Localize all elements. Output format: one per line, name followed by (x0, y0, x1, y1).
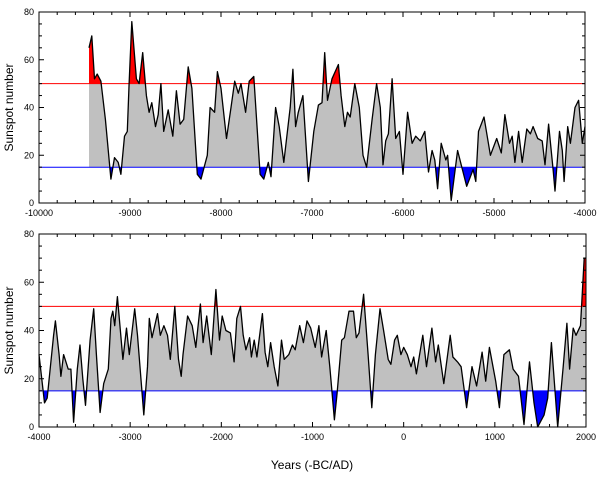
y-tick-label: 40 (24, 103, 34, 113)
y-tick-label: 60 (24, 55, 34, 65)
x-tick-label: -3000 (119, 432, 142, 442)
mid-range-fill (89, 83, 585, 168)
y-tick-label: 80 (24, 7, 34, 17)
x-tick-label: 1000 (485, 432, 505, 442)
x-tick-label: 0 (401, 432, 406, 442)
y-axis-label: Sunspot number (2, 63, 16, 151)
x-tick-label: -2000 (210, 432, 233, 442)
x-axis-label: Years (-BC/AD) (271, 458, 353, 472)
y-tick-label: 60 (24, 277, 34, 287)
sunspot-series-line (88, 20, 586, 202)
x-tick-label: -1000 (301, 432, 324, 442)
y-tick-label: 20 (24, 150, 34, 160)
x-tick-label: -10000 (25, 208, 53, 218)
y-axis-label: Sunspot number (2, 286, 16, 374)
y-tick-label: 40 (24, 326, 34, 336)
y-tick-label: 20 (24, 374, 34, 384)
x-tick-label: 2000 (576, 432, 596, 442)
y-tick-label: 0 (29, 198, 34, 208)
panel-top: -10000 -9000 -8000 -7000 -6000 -5000 -4000 0 20 4… (2, 7, 597, 218)
y-tick-label: 0 (29, 422, 34, 432)
x-tick-label: -9000 (118, 208, 141, 218)
x-tick-label: -7000 (300, 208, 323, 218)
x-tick-label: -6000 (391, 208, 414, 218)
x-tick-label: -5000 (482, 208, 505, 218)
panel-bottom: -4000 -3000 -2000 -1000 0 1000 2000 0 20 40 60 80 Su… (2, 229, 596, 442)
y-tick-label: 80 (24, 229, 34, 239)
x-tick-label: -4000 (27, 432, 50, 442)
plot-frame (38, 233, 587, 428)
sunspot-series-line (38, 257, 586, 428)
x-tick-label: -8000 (209, 208, 232, 218)
x-tick-label: -4000 (573, 208, 596, 218)
